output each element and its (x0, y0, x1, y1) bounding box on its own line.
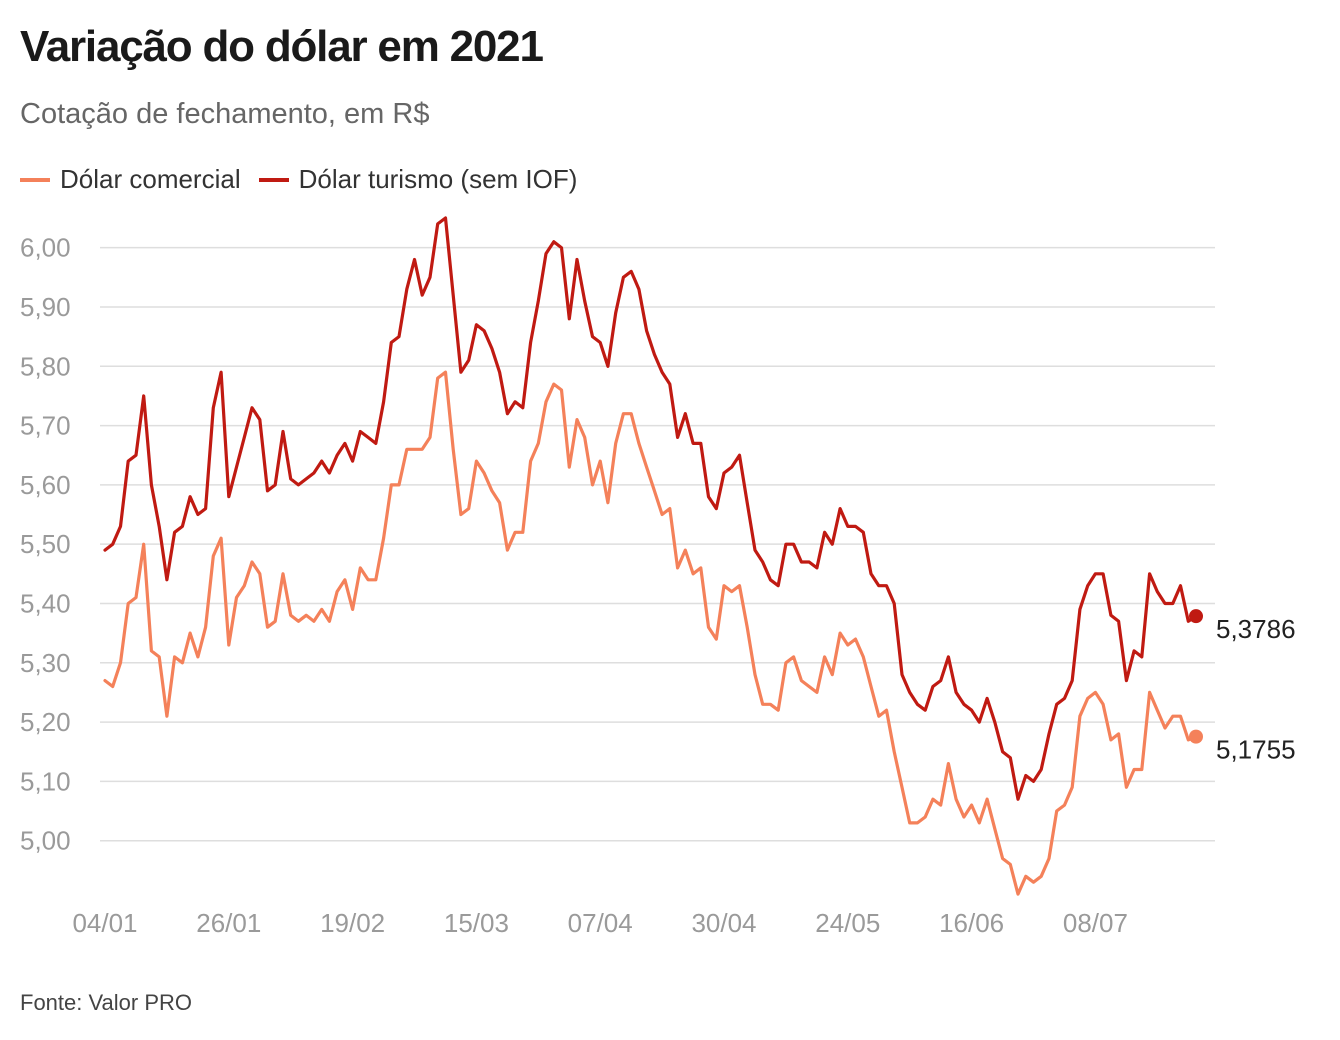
legend-item-comercial: Dólar comercial (20, 164, 241, 195)
series-line-turismo (103, 216, 1198, 801)
end-value-label-comercial: 5,1755 (1216, 735, 1296, 765)
y-tick-label: 6,00 (20, 233, 71, 263)
y-tick-label: 5,80 (20, 351, 71, 381)
y-tick-label: 5,60 (20, 470, 71, 500)
x-tick-label: 08/07 (1063, 908, 1128, 938)
legend-swatch-comercial (20, 177, 50, 182)
legend-label-turismo: Dólar turismo (sem IOF) (298, 164, 578, 194)
legend-item-turismo: Dólar turismo (sem IOF) (258, 164, 578, 195)
y-tick-label: 5,00 (20, 826, 71, 856)
chart-subtitle: Cotação de fechamento, em R$ (20, 98, 430, 130)
y-tick-label: 5,90 (20, 292, 71, 322)
end-value-label-turismo: 5,3786 (1216, 614, 1296, 644)
series-line-comercial (103, 370, 1198, 896)
y-tick-label: 5,10 (20, 766, 71, 796)
x-tick-label: 04/01 (72, 908, 137, 938)
line-chart: 5,00 5,10 5,20 5,30 5,40 5,50 5,60 5,70 5,80 5,90… (20, 216, 1296, 938)
y-tick-label: 5,40 (20, 588, 71, 618)
x-tick-label: 15/03 (444, 908, 509, 938)
end-point-comercial (1189, 729, 1203, 744)
x-tick-label: 30/04 (691, 908, 756, 938)
end-point-turismo (1189, 609, 1203, 624)
source-note: Fonte: Valor PRO (20, 990, 192, 1015)
x-tick-label: 26/01 (196, 908, 261, 938)
y-tick-label: 5,20 (20, 707, 71, 737)
x-tick-label: 19/02 (320, 908, 385, 938)
legend: Dólar comercial Dólar turismo (sem IOF) (20, 164, 595, 195)
chart-title: Variação do dólar em 2021 (20, 22, 544, 71)
legend-swatch-turismo (258, 177, 289, 182)
legend-label-comercial: Dólar comercial (60, 164, 241, 194)
x-tick-label: 07/04 (568, 908, 633, 938)
y-tick-label: 5,30 (20, 648, 71, 678)
x-tick-label: 16/06 (939, 908, 1004, 938)
x-tick-label: 24/05 (815, 908, 880, 938)
y-tick-label: 5,70 (20, 411, 71, 441)
y-tick-label: 5,50 (20, 529, 71, 559)
